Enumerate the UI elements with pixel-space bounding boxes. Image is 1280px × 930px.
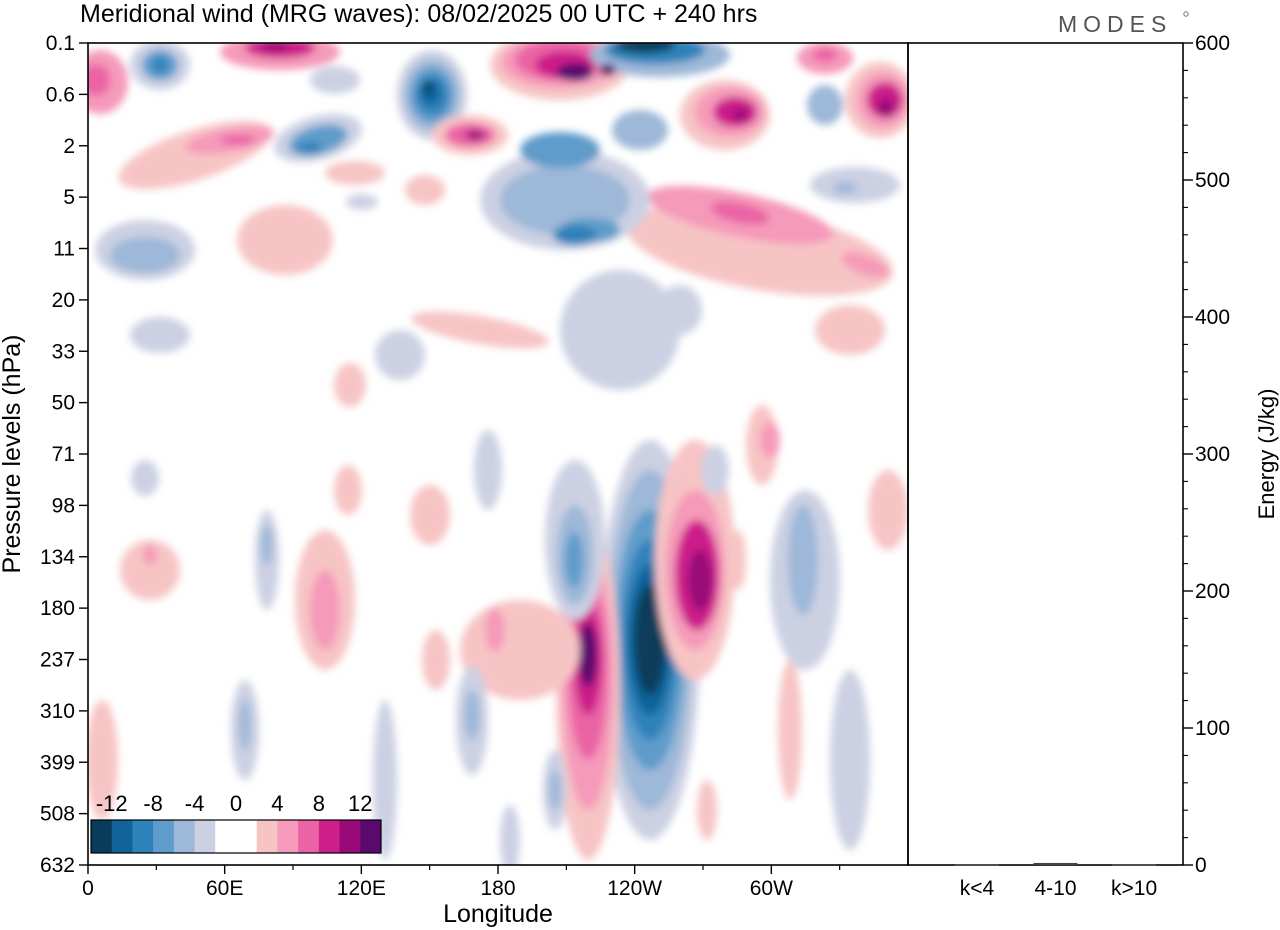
y-tick-label: 71 (52, 443, 75, 466)
colorbar-swatch (153, 820, 175, 853)
colorbar-swatch (111, 820, 133, 853)
y-tick-label: 50 (52, 392, 75, 415)
energy-tick-label: 200 (1195, 580, 1230, 603)
y-tick-label: 0.1 (46, 32, 75, 55)
y-tick-label: 632 (40, 854, 75, 877)
y-tick-label: 2 (63, 135, 75, 158)
colorbar-swatch (132, 820, 154, 853)
colorbar-swatch (256, 820, 278, 853)
colorbar-swatch (91, 820, 113, 853)
colorbar-label: 12 (348, 791, 372, 816)
colorbar-swatch (318, 820, 341, 853)
energy-axis: 0 100 200 300 400 500 600 (1183, 32, 1230, 877)
colorbar-swatch (298, 820, 320, 853)
x-tick-label: 60E (206, 877, 243, 900)
chart-title: Meridional wind (MRG waves): 08/02/2025 … (80, 0, 757, 28)
brand-logo: MODES (1058, 11, 1172, 37)
colorbar-label: -12 (96, 791, 128, 816)
x-tick-label: 60W (750, 877, 793, 900)
y-tick-label: 5 (63, 186, 75, 209)
energy-bars: k<4 4-10 k>10 (954, 862, 1157, 900)
colorbar-swatch (360, 820, 382, 853)
energy-tick-label: 400 (1195, 306, 1230, 329)
colorbar-label: -4 (185, 791, 205, 816)
energy-bar (1112, 864, 1157, 866)
colorbar-swatch (277, 820, 299, 853)
colorbar-frame (90, 819, 382, 854)
y-tick-label: 310 (40, 700, 75, 723)
energy-tick-label: 0 (1195, 854, 1207, 877)
energy-tick-label: 500 (1195, 169, 1230, 192)
y-axis-title: Pressure levels (hPa) (0, 335, 26, 574)
colorbar-swatch (236, 820, 258, 853)
y-tick-label: 11 (53, 238, 75, 261)
x-tick-label: 0 (82, 877, 94, 900)
colorbar-label: 0 (230, 791, 242, 816)
x-tick-label: 180 (480, 877, 515, 900)
colorbar-label: -8 (143, 791, 163, 816)
heatmap-field (88, 43, 908, 865)
y-tick-label: 399 (40, 751, 75, 774)
energy-bar-label: 4-10 (1034, 877, 1076, 900)
energy-bar (1033, 862, 1078, 865)
energy-axis-title: Energy (J/kg) (1254, 389, 1279, 520)
x-tick-label: 120E (337, 877, 386, 900)
energy-bar-label: k<4 (960, 877, 995, 900)
y-tick-label: 180 (40, 597, 75, 620)
colorbar-label: 8 (313, 791, 325, 816)
colorbar-swatch (194, 820, 216, 853)
x-axis-title: Longitude (443, 900, 553, 928)
colorbar-swatch (339, 820, 361, 853)
y-tick-label: 237 (40, 649, 75, 672)
colorbar-swatch (215, 820, 237, 853)
y-tick-label: 33 (52, 340, 75, 363)
y-axis: 0.1 0.6 2 5 11 20 33 50 71 98 134 180 237 310 399 508 63… (40, 32, 88, 877)
x-tick-label: 120W (607, 877, 662, 900)
colorbar-label: 4 (271, 791, 283, 816)
brand-mark-icon (1183, 11, 1189, 17)
energy-bar-label: k>10 (1111, 877, 1157, 900)
energy-tick-label: 100 (1195, 717, 1230, 740)
x-axis: 0 60E 120E 180 120W 60W (82, 865, 841, 900)
energy-panel-frame (907, 42, 1184, 866)
y-tick-label: 20 (52, 289, 75, 312)
y-tick-label: 134 (40, 546, 75, 569)
y-tick-label: 98 (52, 494, 75, 517)
energy-bar (954, 864, 999, 866)
energy-tick-label: 300 (1195, 443, 1230, 466)
colorbar: -12 -8 -4 0 4 8 12 (90, 791, 382, 854)
colorbar-swatch (173, 820, 196, 853)
energy-tick-label: 600 (1195, 32, 1230, 55)
y-tick-label: 508 (40, 803, 75, 826)
y-tick-label: 0.6 (46, 83, 75, 106)
